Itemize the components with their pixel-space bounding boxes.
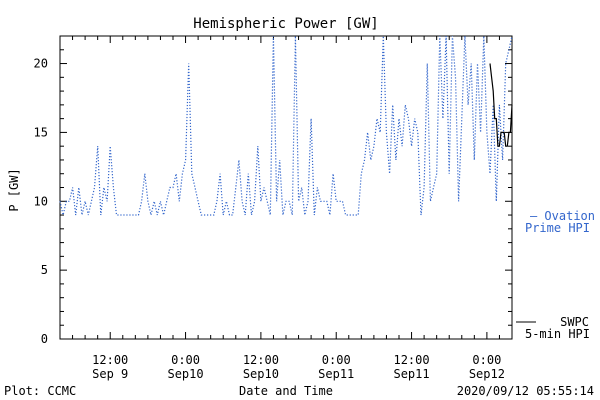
x-axis-label: Date and Time: [239, 384, 333, 398]
chart-title: Hemispheric Power [GW]: [193, 16, 378, 32]
x-tick-date-label: Sep12: [469, 367, 505, 381]
y-axis-label: P [GW]: [7, 168, 21, 211]
y-tick-label: 20: [34, 57, 48, 71]
x-tick-time-label: 0:00: [171, 353, 200, 367]
series-ovation-line: [59, 35, 513, 216]
x-tick-date-label: Sep10: [167, 367, 203, 381]
y-tick-label: 5: [41, 263, 48, 277]
footer-timestamp: 2020/09/12 05:55:14: [457, 384, 594, 398]
x-tick-date-label: Sep10: [243, 367, 279, 381]
x-tick-time-label: 12:00: [243, 353, 279, 367]
footer-source: Plot: CCMC: [4, 384, 76, 398]
plot-frame: [59, 35, 513, 340]
legend-ovation-line2: Prime HPI: [525, 221, 590, 235]
legend-swpc-line2: 5-min HPI: [525, 327, 590, 341]
y-tick-label: 15: [34, 125, 48, 139]
x-tick-time-label: 0:00: [322, 353, 351, 367]
x-tick-time-label: 12:00: [393, 353, 429, 367]
series-group: [59, 35, 513, 216]
y-tick-label: 10: [34, 194, 48, 208]
legend-ovation-line1: — Ovation: [530, 209, 595, 223]
x-tick-time-label: 0:00: [472, 353, 501, 367]
series-swpc-line: [489, 63, 513, 147]
x-tick-date-label: Sep11: [393, 367, 429, 381]
x-tick-time-label: 12:00: [92, 353, 128, 367]
y-tick-label: 0: [41, 332, 48, 346]
y-axis: 0 5 10 15 20: [34, 35, 512, 346]
x-tick-date-label: Sep11: [318, 367, 354, 381]
x-tick-date-label: Sep 9: [92, 367, 128, 381]
legend-swpc-line1: SWPC: [560, 315, 589, 329]
legend: — Ovation Prime HPI SWPC 5-min HPI: [516, 209, 595, 341]
